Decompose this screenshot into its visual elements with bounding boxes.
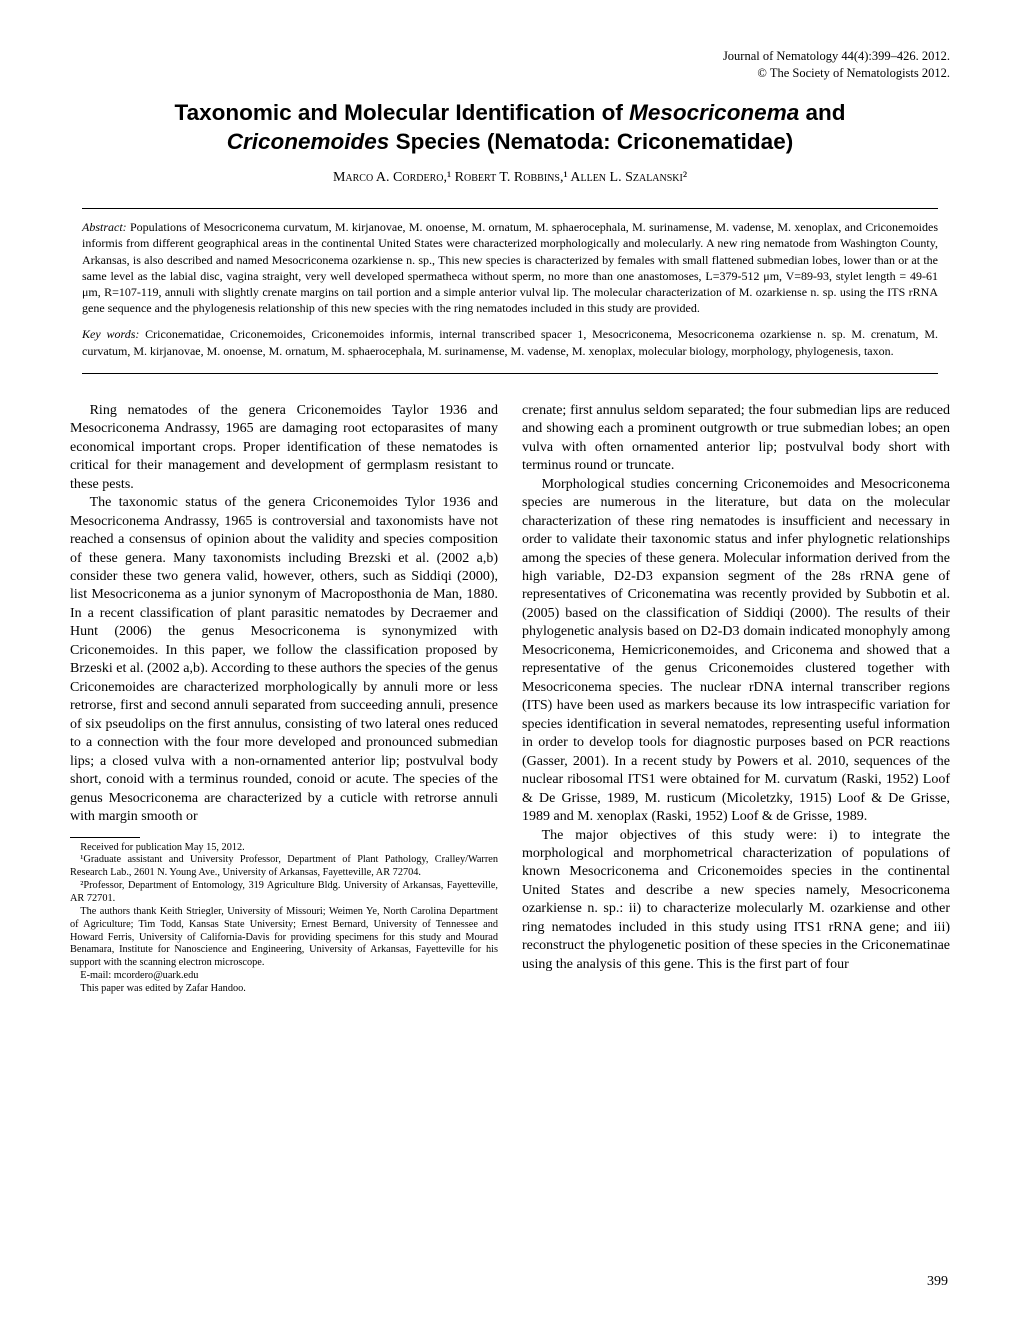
title-text-3: Species (Nematoda: Criconematidae): [389, 129, 793, 154]
title-text-1: Taxonomic and Molecular Identification o…: [175, 100, 630, 125]
title-text-2: and: [799, 100, 845, 125]
title-genus-1: Mesocriconema: [629, 100, 799, 125]
footnote-affil-1: ¹Graduate assistant and University Profe…: [70, 854, 498, 880]
rule-top: [82, 208, 938, 209]
body-para-1: Ring nematodes of the genera Criconemoid…: [70, 402, 498, 494]
article-title: Taxonomic and Molecular Identification o…: [70, 98, 950, 157]
footnote-editor: This paper was edited by Zafar Handoo.: [70, 983, 498, 996]
journal-header: Journal of Nematology 44(4):399–426. 201…: [70, 48, 950, 82]
keywords-text: Criconematidae, Criconemoides, Criconemo…: [82, 327, 938, 357]
authors: Marco A. Cordero,¹ Robert T. Robbins,¹ A…: [70, 170, 950, 186]
body-para-4: Morphological studies concerning Cricone…: [522, 476, 950, 827]
body-para-3: crenate; first annulus seldom separated;…: [522, 402, 950, 476]
footnotes: Received for publication May 15, 2012. ¹…: [70, 842, 498, 996]
keywords-label: Key words:: [82, 327, 139, 341]
footnote-email: E-mail: mcordero@uark.edu: [70, 970, 498, 983]
rule-bottom: [82, 373, 938, 374]
abstract: Abstract: Populations of Mesocriconema c…: [82, 219, 938, 316]
abstract-text: Populations of Mesocriconema curvatum, M…: [82, 220, 938, 315]
body-para-2: The taxonomic status of the genera Crico…: [70, 494, 498, 826]
abstract-label: Abstract:: [82, 220, 127, 234]
footnote-affil-2: ²Professor, Department of Entomology, 31…: [70, 880, 498, 906]
footnote-acknowledgments: The authors thank Keith Striegler, Unive…: [70, 906, 498, 970]
footnote-block: Received for publication May 15, 2012. ¹…: [70, 837, 498, 996]
page-number: 399: [927, 1274, 948, 1290]
journal-citation: Journal of Nematology 44(4):399–426. 201…: [70, 48, 950, 65]
footnote-rule: [70, 837, 140, 838]
footnote-received: Received for publication May 15, 2012.: [70, 842, 498, 855]
page: Journal of Nematology 44(4):399–426. 201…: [0, 0, 1020, 1036]
body-columns: Ring nematodes of the genera Criconemoid…: [70, 402, 950, 996]
keywords: Key words: Criconematidae, Criconemoides…: [82, 326, 938, 358]
body-para-5: The major objectives of this study were:…: [522, 827, 950, 975]
title-genus-2: Criconemoides: [227, 129, 390, 154]
copyright-line: © The Society of Nematologists 2012.: [70, 65, 950, 82]
